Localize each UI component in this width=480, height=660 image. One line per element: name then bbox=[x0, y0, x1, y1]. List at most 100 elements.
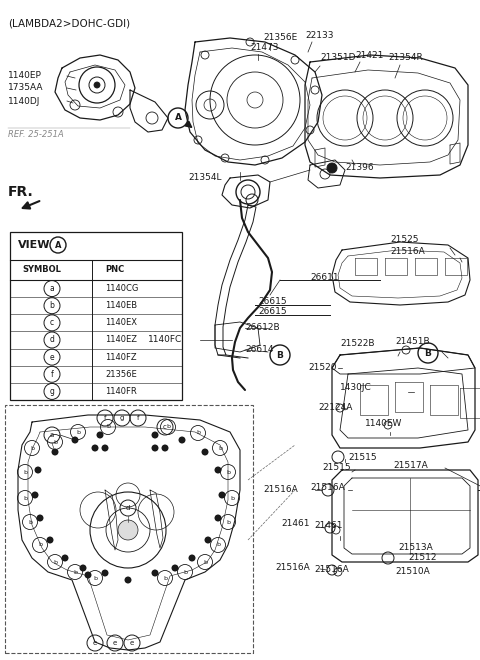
Text: b: b bbox=[216, 543, 220, 548]
Circle shape bbox=[101, 444, 108, 451]
Text: (LAMBDA2>DOHC-GDI): (LAMBDA2>DOHC-GDI) bbox=[8, 18, 130, 28]
Text: b: b bbox=[76, 430, 80, 434]
Circle shape bbox=[92, 444, 98, 451]
Text: FR.: FR. bbox=[8, 185, 34, 199]
Text: 21516A: 21516A bbox=[390, 248, 425, 257]
Text: 26615: 26615 bbox=[258, 308, 287, 317]
Circle shape bbox=[202, 449, 208, 455]
Text: b: b bbox=[53, 560, 57, 564]
Circle shape bbox=[189, 554, 195, 562]
Text: 1140DJ: 1140DJ bbox=[8, 96, 40, 106]
Text: 21525: 21525 bbox=[390, 236, 419, 244]
Text: e: e bbox=[50, 352, 54, 362]
Circle shape bbox=[152, 444, 158, 451]
Text: VIEW: VIEW bbox=[18, 240, 50, 250]
Text: A: A bbox=[55, 240, 61, 249]
Text: c: c bbox=[50, 318, 54, 327]
Text: 21513A: 21513A bbox=[398, 543, 433, 552]
Text: 1430JC: 1430JC bbox=[340, 383, 372, 393]
Text: b: b bbox=[218, 446, 222, 451]
Circle shape bbox=[327, 163, 337, 173]
Circle shape bbox=[51, 449, 59, 455]
Text: 21512: 21512 bbox=[408, 554, 436, 562]
Circle shape bbox=[32, 492, 38, 498]
Text: g: g bbox=[49, 387, 54, 396]
Circle shape bbox=[204, 537, 212, 543]
Text: 1140FR: 1140FR bbox=[105, 387, 137, 396]
Circle shape bbox=[101, 570, 108, 576]
Text: f: f bbox=[137, 415, 139, 421]
Text: 21473: 21473 bbox=[250, 44, 278, 53]
Text: 1735AA: 1735AA bbox=[8, 84, 44, 92]
Text: 21461: 21461 bbox=[314, 521, 343, 529]
Text: 21354L: 21354L bbox=[188, 174, 221, 183]
Text: PNC: PNC bbox=[105, 265, 124, 275]
Text: 21520: 21520 bbox=[308, 364, 336, 372]
Text: 21461: 21461 bbox=[281, 519, 310, 529]
Text: A: A bbox=[175, 114, 181, 123]
Text: 21517A: 21517A bbox=[393, 461, 428, 469]
Text: b: b bbox=[163, 576, 167, 581]
Circle shape bbox=[80, 564, 86, 572]
Text: b: b bbox=[23, 469, 27, 475]
Text: b: b bbox=[28, 519, 32, 525]
Text: 21354R: 21354R bbox=[388, 53, 423, 63]
Text: 1140CG: 1140CG bbox=[105, 284, 138, 293]
Text: REF. 25-251A: REF. 25-251A bbox=[8, 130, 64, 139]
Text: 21356E: 21356E bbox=[263, 34, 297, 42]
Text: 26611: 26611 bbox=[310, 273, 338, 282]
Circle shape bbox=[72, 436, 79, 444]
Text: 21515: 21515 bbox=[348, 453, 377, 461]
Text: b: b bbox=[166, 424, 170, 430]
Text: 1140EB: 1140EB bbox=[105, 301, 137, 310]
Text: 1140EZ: 1140EZ bbox=[105, 335, 137, 345]
Text: b: b bbox=[38, 543, 42, 548]
Text: e: e bbox=[93, 640, 97, 646]
Text: b: b bbox=[23, 496, 27, 500]
Text: b: b bbox=[53, 440, 57, 444]
Circle shape bbox=[47, 537, 53, 543]
Text: b: b bbox=[226, 469, 230, 475]
Text: f: f bbox=[104, 415, 106, 421]
Text: 21516A: 21516A bbox=[275, 564, 310, 572]
Circle shape bbox=[179, 436, 185, 444]
Circle shape bbox=[61, 554, 69, 562]
Text: b: b bbox=[93, 576, 97, 581]
Text: e: e bbox=[113, 640, 117, 646]
Text: 21516A: 21516A bbox=[263, 486, 298, 494]
Circle shape bbox=[118, 520, 138, 540]
Text: b: b bbox=[73, 570, 77, 574]
Circle shape bbox=[161, 444, 168, 451]
Bar bbox=[5, 405, 253, 653]
Text: 21351D: 21351D bbox=[320, 53, 356, 63]
Text: 21516A: 21516A bbox=[314, 566, 349, 574]
Text: e: e bbox=[130, 640, 134, 646]
Circle shape bbox=[94, 82, 100, 88]
Text: a: a bbox=[49, 284, 54, 293]
Text: c: c bbox=[163, 424, 167, 430]
Circle shape bbox=[124, 576, 132, 583]
Text: b: b bbox=[49, 301, 54, 310]
Text: b: b bbox=[203, 560, 207, 564]
Text: 21515: 21515 bbox=[322, 463, 350, 473]
Text: 1140FZ: 1140FZ bbox=[105, 352, 137, 362]
Text: 21522B: 21522B bbox=[340, 339, 374, 348]
Text: d: d bbox=[49, 335, 54, 345]
Text: 21451B: 21451B bbox=[395, 337, 430, 346]
Text: b: b bbox=[106, 424, 110, 430]
Text: 1140FC: 1140FC bbox=[148, 335, 182, 345]
Text: 26615: 26615 bbox=[258, 298, 287, 306]
Circle shape bbox=[35, 467, 41, 473]
Text: 21516A: 21516A bbox=[310, 484, 345, 492]
Circle shape bbox=[171, 564, 179, 572]
Circle shape bbox=[152, 432, 158, 438]
Circle shape bbox=[215, 467, 221, 473]
Text: b: b bbox=[30, 446, 34, 451]
Text: SYMBOL: SYMBOL bbox=[22, 265, 61, 275]
Text: g: g bbox=[120, 415, 124, 421]
Text: B: B bbox=[276, 350, 283, 360]
Text: 21356E: 21356E bbox=[105, 370, 137, 379]
Circle shape bbox=[215, 515, 221, 521]
Text: 21396: 21396 bbox=[345, 164, 373, 172]
Text: 1140EW: 1140EW bbox=[365, 420, 402, 428]
